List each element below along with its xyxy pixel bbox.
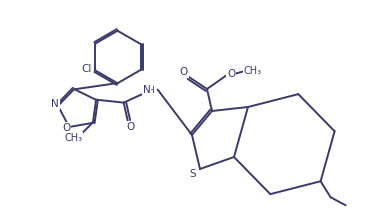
Text: O: O — [127, 122, 135, 132]
Text: O: O — [62, 123, 70, 133]
Text: S: S — [190, 169, 196, 179]
Text: CH₃: CH₃ — [64, 133, 83, 143]
Text: O: O — [180, 67, 188, 77]
Text: N: N — [51, 99, 59, 109]
Text: O: O — [227, 69, 235, 79]
Text: H: H — [147, 86, 154, 95]
Text: N: N — [143, 85, 151, 95]
Text: Cl: Cl — [81, 64, 92, 74]
Text: CH₃: CH₃ — [244, 66, 262, 76]
